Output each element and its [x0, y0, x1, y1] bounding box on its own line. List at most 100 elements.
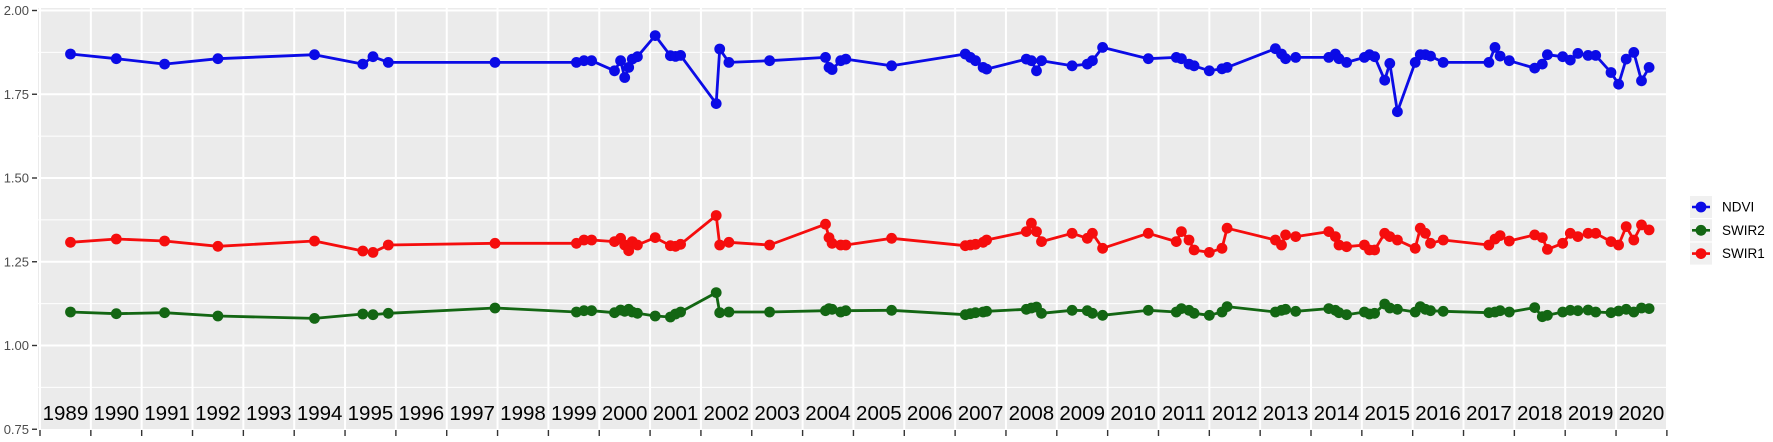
data-point-ndvi	[1221, 62, 1233, 73]
data-point-ndvi	[623, 62, 635, 73]
data-point-swir1	[1613, 239, 1624, 251]
data-point-ndvi	[1564, 54, 1576, 66]
data-point-swir1	[1066, 227, 1078, 239]
data-point-swir1	[764, 239, 775, 251]
data-point-ndvi	[675, 50, 686, 61]
data-point-swir1	[1087, 227, 1098, 239]
data-point-swir1	[1036, 236, 1047, 248]
x-tick-label: 2010	[1110, 402, 1156, 425]
x-tick-label: 1993	[246, 402, 292, 425]
data-point-ndvi	[1582, 50, 1594, 61]
x-tick-label: 2011	[1162, 402, 1206, 425]
data-point-ndvi	[1188, 60, 1200, 72]
data-point-ndvi	[489, 57, 501, 68]
data-point-swir1	[1276, 239, 1287, 251]
data-point-ndvi	[1503, 55, 1515, 67]
data-point-ndvi	[1026, 55, 1037, 67]
x-tick-label: 2019	[1568, 402, 1614, 425]
y-tick-label: 1.25	[4, 254, 29, 269]
y-tick-label: 1.75	[4, 87, 29, 102]
x-tick-label: 2000	[602, 402, 648, 425]
data-point-swir1	[632, 239, 643, 251]
data-point-ndvi	[723, 57, 735, 68]
data-point-swir1	[382, 239, 394, 251]
data-point-swir2	[489, 302, 501, 314]
data-point-swir2	[1529, 302, 1541, 313]
data-point-swir2	[981, 305, 992, 317]
data-point-ndvi	[1036, 55, 1047, 67]
data-point-swir2	[1564, 304, 1576, 316]
data-point-swir2	[1280, 303, 1291, 315]
data-point-ndvi	[159, 58, 171, 70]
data-point-swir2	[1590, 306, 1602, 318]
x-tick-label: 2002	[704, 402, 750, 425]
data-point-swir1	[1280, 229, 1291, 241]
data-point-swir1	[1572, 231, 1584, 243]
data-point-swir2	[159, 307, 171, 319]
data-point-swir1	[1031, 226, 1042, 238]
data-point-swir1	[65, 236, 76, 248]
data-point-swir1	[1503, 235, 1515, 247]
data-point-swir1	[1590, 227, 1602, 239]
data-point-swir2	[1542, 309, 1553, 321]
data-point-swir2	[1203, 309, 1215, 321]
data-point-swir1	[1183, 234, 1195, 246]
data-point-swir1	[1582, 227, 1594, 239]
data-point-ndvi	[1384, 58, 1396, 69]
data-point-swir2	[840, 305, 852, 317]
data-point-swir1	[1290, 231, 1302, 243]
data-point-swir2	[367, 309, 379, 321]
x-tick-label: 2003	[754, 402, 800, 425]
data-point-ndvi	[619, 72, 631, 83]
data-point-swir2	[110, 308, 122, 320]
data-point-swir2	[65, 306, 76, 318]
data-point-ndvi	[1203, 65, 1215, 77]
data-point-swir2	[586, 305, 597, 317]
data-point-swir1	[826, 237, 838, 249]
y-tick-label: 0.75	[4, 422, 29, 437]
data-point-swir1	[1542, 244, 1553, 255]
data-point-ndvi	[714, 43, 726, 55]
data-point-swir2	[1290, 305, 1302, 317]
data-point-swir1	[1369, 244, 1380, 256]
data-point-swir1	[1557, 237, 1569, 249]
data-point-ndvi	[1031, 65, 1042, 77]
data-point-swir2	[1066, 304, 1078, 316]
data-point-ndvi	[357, 58, 369, 70]
data-point-ndvi	[970, 55, 981, 67]
data-point-swir1	[1620, 221, 1632, 233]
data-point-swir2	[1572, 305, 1584, 317]
data-point-ndvi	[65, 48, 76, 60]
data-point-swir2	[1369, 307, 1380, 319]
data-point-swir2	[212, 310, 224, 322]
y-tick-label: 1.00	[4, 338, 29, 353]
x-tick-label: 2001	[653, 402, 699, 425]
x-tick-label: 1996	[398, 402, 444, 425]
x-tick-label: 2018	[1517, 402, 1563, 425]
data-point-ndvi	[1066, 60, 1078, 72]
x-tick-label: 2016	[1415, 402, 1461, 425]
data-point-swir1	[1170, 236, 1182, 248]
data-point-ndvi	[1097, 42, 1108, 53]
data-point-swir1	[1341, 241, 1352, 253]
data-point-ndvi	[710, 98, 722, 109]
data-point-swir2	[578, 305, 590, 317]
data-point-swir1	[675, 238, 686, 250]
data-point-ndvi	[1628, 47, 1640, 58]
x-tick-label: 1994	[297, 402, 343, 425]
data-point-ndvi	[615, 55, 626, 67]
legend-key-point	[1695, 248, 1707, 259]
data-point-swir2	[649, 310, 661, 322]
data-point-ndvi	[1425, 50, 1436, 62]
data-point-swir1	[1188, 244, 1200, 256]
data-point-swir2	[1392, 303, 1403, 315]
data-point-swir1	[1142, 227, 1154, 239]
data-point-ndvi	[1542, 49, 1553, 61]
data-point-ndvi	[1176, 53, 1187, 65]
data-point-swir2	[723, 306, 735, 318]
data-point-swir1	[357, 245, 369, 257]
x-tick-label: 1995	[348, 402, 394, 425]
data-point-ndvi	[1392, 106, 1403, 118]
data-point-swir2	[1503, 306, 1515, 318]
data-point-ndvi	[110, 53, 122, 65]
